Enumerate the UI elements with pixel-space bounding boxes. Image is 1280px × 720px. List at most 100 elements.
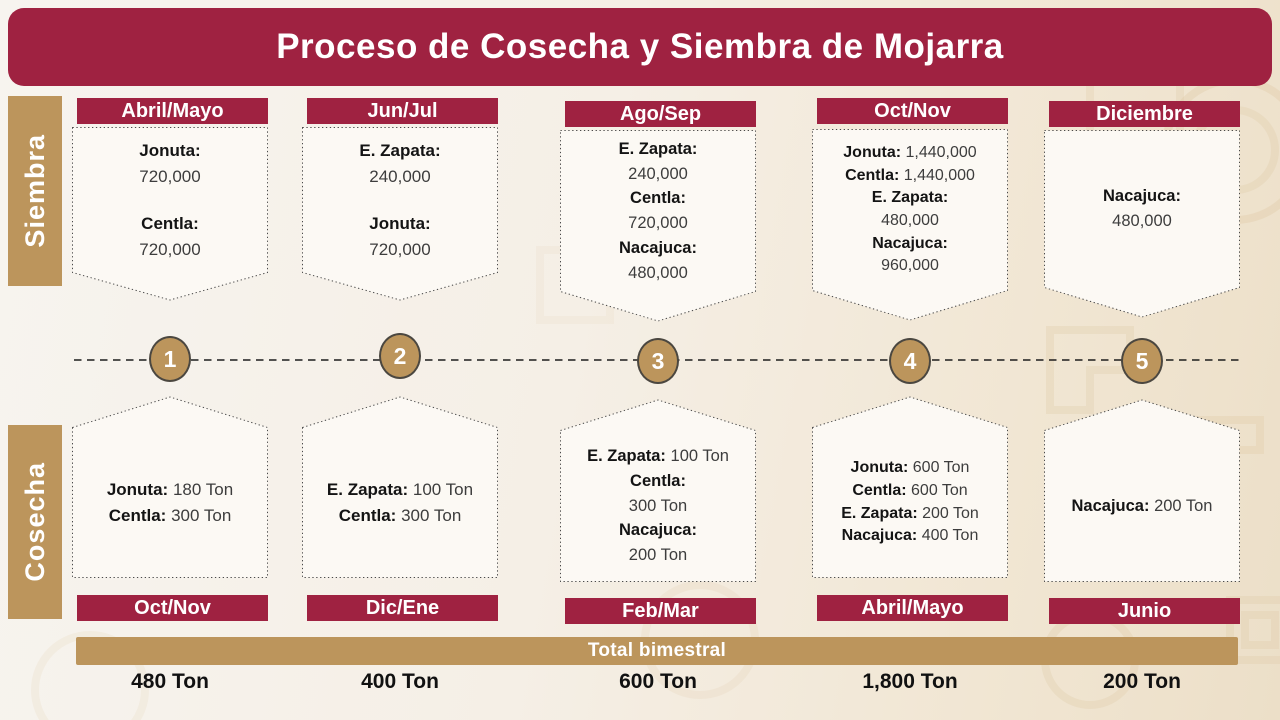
entry-name: Nacajuca:	[1071, 496, 1150, 515]
siembra-box-shape	[560, 130, 756, 322]
entry-value: 960,000	[881, 257, 939, 275]
total-bar: Total bimestral	[76, 637, 1238, 665]
siembra-month-label: Abril/Mayo	[77, 98, 268, 124]
cosecha-box-shape	[72, 396, 268, 578]
siembra-box-shape	[302, 127, 498, 301]
cosecha-entry: E. Zapata: 100 Ton	[587, 444, 729, 469]
column-total: 600 Ton	[619, 670, 697, 693]
entry-value: 200 Ton	[922, 504, 979, 522]
cosecha-month-label: Dic/Ene	[307, 595, 498, 621]
entry-name: Centla:	[141, 214, 199, 233]
step-number: 5	[1135, 347, 1149, 374]
entry-name: Jonuta:	[139, 141, 201, 160]
month-text: Feb/Mar	[622, 599, 699, 622]
month-text: Oct/Nov	[874, 99, 951, 122]
step-circle: 1	[149, 336, 191, 382]
column-total: 1,800 Ton	[862, 670, 958, 693]
cosecha-box: E. Zapata: 100 Ton Centla: 300 Ton	[302, 427, 498, 578]
siembra-entry: Jonuta: 1,440,000	[843, 142, 976, 165]
title-bar: Proceso de Cosecha y Siembra de Mojarra	[8, 8, 1272, 86]
siembra-box: E. Zapata: 240,000 Centla: 720,000 Nacajuca:…	[560, 130, 756, 292]
cosecha-entry: Jonuta: 180 Ton	[107, 477, 233, 503]
entry-name: E. Zapata:	[618, 139, 698, 158]
month-text: Oct/Nov	[134, 596, 211, 619]
siembra-entry: E. Zapata: 240,000	[359, 138, 440, 189]
entry-name: Centla:	[630, 189, 686, 208]
entry-name: Centla:	[852, 481, 907, 499]
month-text: Diciembre	[1096, 102, 1193, 125]
entry-name: E. Zapata:	[587, 447, 666, 466]
siembra-box: E. Zapata: 240,000 Jonuta: 720,000	[302, 127, 498, 273]
step-number: 1	[163, 345, 177, 372]
entry-value: 720,000	[628, 214, 688, 232]
entry-value: 1,440,000	[903, 166, 975, 184]
entry-value: 240,000	[628, 164, 688, 183]
entry-name: E. Zapata:	[359, 141, 441, 160]
cosecha-entry: Nacajuca: 200 Ton	[1072, 494, 1213, 519]
entry-name: Nacajuca:	[872, 234, 948, 252]
entry-value: 600 Ton	[911, 481, 968, 499]
siembra-entry: Nacajuca: 480,000	[619, 236, 697, 286]
entry-value: 200 Ton	[628, 546, 688, 565]
cosecha-box: Nacajuca: 200 Ton	[1044, 430, 1240, 582]
entry-name: E. Zapata:	[841, 504, 918, 522]
entry-value: 480,000	[1112, 212, 1172, 230]
siembra-entry: E. Zapata: 240,000	[619, 137, 698, 187]
entry-value: 1,440,000	[905, 143, 977, 161]
siembra-side-label: Siembra	[8, 96, 62, 286]
entry-name: Jonuta:	[369, 214, 431, 233]
cosecha-box-shape	[812, 396, 1008, 578]
entry-value: 300 Ton	[401, 505, 462, 525]
column-total: 480 Ton	[131, 670, 209, 693]
entry-name: Centla:	[338, 505, 397, 525]
entry-value: 720,000	[139, 239, 201, 259]
siembra-box: Jonuta: 720,000 Centla: 720,000	[72, 127, 268, 273]
siembra-entry: Nacajuca: 480,000	[1103, 184, 1181, 234]
cosecha-box: Jonuta: 600 Ton Centla: 600 Ton E. Zapata:…	[812, 427, 1008, 578]
entry-name: Centla:	[845, 166, 900, 184]
siembra-box: Jonuta: 1,440,000 Centla: 1,440,000 E. Zap…	[812, 129, 1008, 291]
step-circle: 2	[379, 333, 421, 379]
cosecha-box: E. Zapata: 100 Ton Centla: 300 Ton Nacajuca…	[560, 430, 756, 582]
entry-name: Centla:	[108, 505, 167, 525]
entry-value: 720,000	[369, 239, 431, 259]
step-circle: 4	[889, 338, 931, 384]
entry-value: 200 Ton	[1154, 496, 1213, 515]
column-total: 200 Ton	[1103, 670, 1181, 693]
cosecha-entry: Jonuta: 600 Ton	[851, 457, 970, 480]
month-text: Jun/Jul	[367, 99, 438, 122]
entry-value: 180 Ton	[172, 480, 234, 499]
entry-value: 300 Ton	[171, 505, 232, 525]
cosecha-entry: Nacajuca: 200 Ton	[619, 518, 697, 568]
siembra-entry: Jonuta: 720,000	[139, 138, 200, 189]
entry-value: 100 Ton	[412, 480, 474, 499]
step-number: 4	[903, 347, 917, 374]
entry-name: Nacajuca:	[841, 527, 918, 545]
cosecha-box: Jonuta: 180 Ton Centla: 300 Ton	[72, 427, 268, 578]
column-total: 400 Ton	[361, 670, 439, 693]
entry-name: Nacajuca:	[1103, 187, 1181, 206]
siembra-side-label-text: Siembra	[19, 134, 50, 248]
siembra-month-label: Oct/Nov	[817, 98, 1008, 124]
cosecha-side-label-text: Cosecha	[19, 462, 50, 582]
cosecha-box-shape	[560, 399, 756, 582]
entry-name: Nacajuca:	[619, 521, 697, 540]
siembra-box-shape	[1044, 130, 1240, 318]
cosecha-entry: E. Zapata: 100 Ton	[327, 477, 473, 503]
siembra-box: Nacajuca: 480,000	[1044, 130, 1240, 288]
entry-name: Jonuta:	[850, 459, 909, 477]
total-bar-label: Total bimestral	[587, 640, 727, 661]
entry-value: 480,000	[881, 212, 939, 229]
cosecha-month-label: Junio	[1049, 598, 1240, 624]
cosecha-box-shape	[302, 396, 498, 578]
entry-name: Jonuta:	[843, 143, 902, 161]
siembra-entry: Jonuta: 720,000	[369, 211, 430, 262]
siembra-entry: Centla: 720,000	[139, 211, 200, 262]
cosecha-entry: E. Zapata: 200 Ton	[841, 503, 979, 526]
entry-value: 720,000	[139, 166, 201, 186]
cosecha-entry: Centla: 300 Ton	[629, 469, 687, 519]
entry-value: 240,000	[369, 166, 431, 186]
entry-name: Nacajuca:	[619, 238, 697, 257]
entry-name: Jonuta:	[106, 480, 169, 499]
